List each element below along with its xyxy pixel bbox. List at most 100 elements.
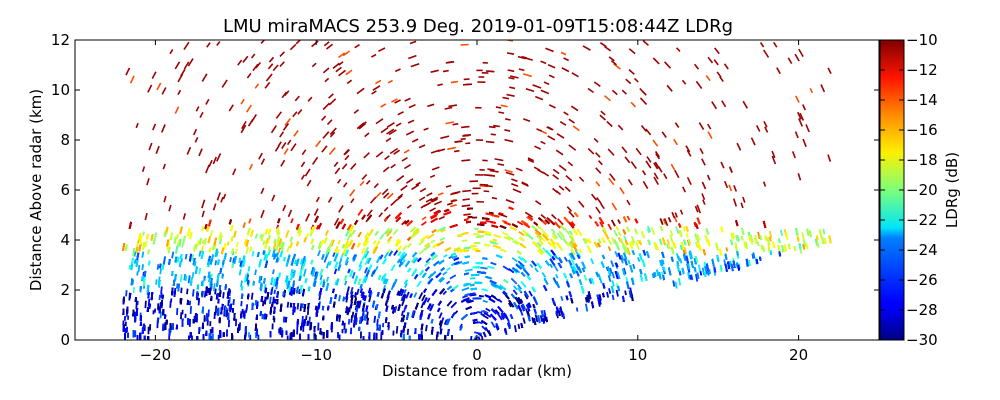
echo-cell	[285, 229, 290, 239]
chart-title: LMU miraMACS 253.9 Deg. 2019-01-09T15:08…	[223, 16, 733, 37]
echo-cell	[534, 314, 539, 323]
echo-cell	[618, 231, 622, 237]
echo-cell	[626, 215, 631, 221]
echo-cell	[147, 298, 151, 307]
echo-cell	[480, 266, 488, 270]
echo-cell	[512, 289, 518, 296]
echo-cell	[568, 253, 574, 260]
echo-cell	[779, 229, 784, 237]
echo-cell	[478, 321, 483, 325]
echo-cell	[617, 236, 622, 243]
echo-cell	[611, 280, 615, 287]
echo-cell	[615, 225, 620, 231]
echo-cell	[534, 267, 539, 273]
echo-cell	[599, 279, 603, 284]
echo-cell	[184, 253, 188, 260]
echo-cell	[208, 274, 212, 283]
echo-cell	[732, 232, 735, 238]
echo-cell	[675, 226, 680, 234]
echo-cell	[324, 229, 330, 236]
echo-cell	[235, 241, 239, 248]
echo-cell	[263, 251, 267, 256]
echo-cell	[666, 243, 670, 249]
echo-cell	[332, 252, 336, 258]
echo-cell	[238, 269, 242, 276]
echo-cell	[198, 267, 202, 275]
echo-cell	[242, 222, 246, 229]
echo-cell	[373, 315, 377, 323]
echo-cell	[133, 259, 137, 264]
echo-cell	[470, 335, 473, 340]
echo-cell	[358, 260, 363, 268]
echo-cell	[163, 256, 167, 265]
echo-cell	[650, 226, 656, 236]
echo-cell	[549, 263, 554, 269]
echo-cell	[263, 284, 267, 292]
echo-cell	[357, 208, 364, 216]
echo-cell	[338, 258, 343, 265]
echo-cell	[497, 313, 503, 321]
echo-cell	[383, 251, 389, 259]
echo-cell	[578, 248, 583, 254]
echo-cell	[617, 219, 621, 225]
echo-cell	[425, 257, 432, 263]
echo-cell	[474, 331, 482, 335]
echo-cell	[308, 316, 311, 324]
echo-cell	[240, 300, 243, 307]
echo-cell	[588, 214, 593, 220]
echo-cell	[484, 233, 492, 237]
echo-cell	[275, 224, 280, 230]
echo-cell	[500, 314, 505, 320]
echo-cell	[228, 304, 231, 312]
echo-cell	[426, 297, 431, 303]
echo-cell	[401, 298, 406, 307]
echo-cell	[212, 283, 216, 292]
echo-cell	[754, 234, 758, 242]
echo-cell	[418, 292, 424, 300]
echo-cell	[418, 239, 425, 246]
echo-cell	[392, 228, 399, 236]
echo-cell	[189, 306, 192, 314]
echo-cell	[531, 317, 535, 324]
echo-cell	[272, 269, 275, 275]
echo-cell	[248, 218, 252, 224]
echo-cell	[524, 293, 529, 300]
echo-cell	[207, 287, 210, 294]
echo-cell	[401, 253, 408, 261]
echo-cell	[412, 227, 420, 234]
echo-cell	[590, 277, 595, 285]
echo-cell	[202, 280, 205, 287]
echo-cell	[232, 299, 235, 306]
echo-cell	[559, 246, 564, 252]
echo-cell	[563, 256, 568, 262]
echo-cell	[482, 314, 489, 320]
echo-cell	[536, 249, 543, 256]
echo-cell	[516, 220, 524, 226]
echo-cell	[358, 264, 363, 272]
echo-cell	[179, 274, 183, 283]
echo-cell	[137, 264, 141, 273]
echo-cell	[555, 273, 559, 279]
echo-cell	[267, 245, 271, 252]
echo-cell	[461, 239, 468, 243]
echo-cell	[605, 266, 609, 272]
echo-cell	[613, 229, 618, 237]
echo-cell	[403, 305, 407, 313]
echo-cell	[156, 264, 160, 270]
echo-cell	[369, 291, 373, 297]
echo-cell	[399, 254, 405, 262]
echo-cell	[219, 234, 223, 240]
echo-cell	[659, 218, 664, 226]
echo-cell	[611, 294, 615, 301]
echo-cell	[396, 258, 401, 264]
echo-cell	[260, 233, 265, 242]
echo-cell	[583, 274, 588, 281]
echo-cell	[319, 274, 323, 281]
echo-cell	[227, 299, 230, 307]
echo-cell	[472, 334, 478, 340]
echo-cell	[245, 246, 249, 255]
echo-cell	[520, 310, 524, 316]
echo-cell	[685, 232, 689, 238]
echo-cell	[214, 288, 217, 295]
echo-cell	[517, 323, 521, 330]
